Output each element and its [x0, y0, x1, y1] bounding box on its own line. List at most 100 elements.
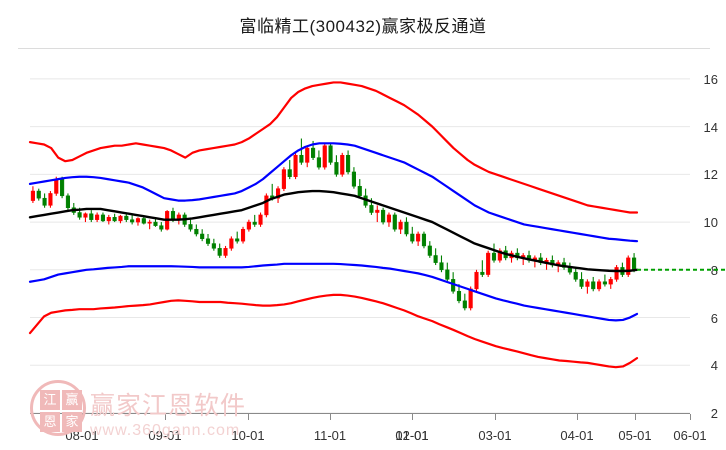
- candlestick: [404, 217, 409, 237]
- candle-body: [135, 218, 141, 223]
- band-inner_upper_band: [28, 142, 639, 243]
- candle-body: [381, 209, 386, 223]
- candle-body: [54, 178, 59, 194]
- candle-body: [614, 267, 619, 280]
- candlestick: [281, 167, 286, 192]
- candle-body: [65, 195, 70, 208]
- candle-body: [112, 217, 117, 222]
- x-axis-label: 01-01: [395, 428, 429, 443]
- candlestick: [229, 236, 234, 251]
- candlestick: [445, 262, 450, 282]
- candle-body: [585, 281, 590, 287]
- y-axis-label: 4: [710, 358, 718, 374]
- x-axis-label: 11-01: [313, 428, 347, 443]
- candle-body: [42, 197, 47, 206]
- candle-body: [626, 257, 631, 275]
- candlestick: [614, 265, 619, 282]
- candlestick: [135, 217, 141, 226]
- candle-body: [264, 195, 269, 216]
- candlestick: [36, 188, 41, 201]
- x-axis-tick: [412, 414, 413, 420]
- band-inner_lower_band: [28, 262, 639, 322]
- candlestick: [287, 160, 292, 180]
- candle-body: [579, 279, 584, 287]
- candle-body: [211, 243, 216, 249]
- candlestick: [60, 176, 65, 199]
- candle-body: [351, 171, 356, 187]
- candle-body: [293, 154, 298, 177]
- watermark-seal-char: 恩: [40, 412, 60, 432]
- x-axis-tick: [248, 414, 249, 420]
- candle-body: [89, 213, 94, 220]
- chart-title: 富临精工(300432)赢家极反通道: [239, 17, 487, 36]
- y-axis-label: 2: [710, 406, 718, 421]
- candlestick: [235, 231, 240, 244]
- x-axis-label: 05-01: [618, 428, 652, 443]
- plot-area: [28, 55, 726, 414]
- candle-body: [287, 169, 292, 177]
- candlestick: [597, 279, 602, 292]
- y-axis-label: 10: [703, 215, 718, 231]
- candle-body: [602, 281, 607, 285]
- candle-body: [357, 186, 362, 197]
- candlestick: [223, 245, 228, 258]
- candle-body: [36, 190, 41, 199]
- candlestick: [42, 193, 47, 208]
- candlestick: [130, 214, 135, 225]
- candlestick: [188, 219, 193, 232]
- candle-body: [404, 221, 409, 235]
- candlestick: [480, 260, 485, 277]
- candlestick: [561, 257, 567, 270]
- candle-body: [130, 219, 135, 223]
- candlestick: [340, 152, 345, 177]
- candle-body: [275, 188, 281, 199]
- x-axis-label: 06-01: [673, 428, 707, 443]
- candlestick: [106, 214, 111, 225]
- candlestick: [246, 219, 251, 232]
- x-axis-tick: [330, 414, 331, 420]
- candlestick: [100, 212, 106, 223]
- band-outer_lower_band: [28, 293, 639, 369]
- candlestick: [159, 222, 164, 232]
- candlestick: [258, 212, 263, 227]
- candlestick: [83, 212, 88, 223]
- candlestick: [474, 269, 479, 292]
- candle-body: [480, 271, 485, 275]
- candlestick: [153, 218, 158, 227]
- candlestick: [65, 193, 70, 211]
- candle-body: [416, 233, 421, 242]
- candle-body: [398, 221, 403, 230]
- candle-body: [159, 225, 164, 230]
- candlestick: [328, 143, 333, 165]
- candle-body: [60, 178, 65, 197]
- candlestick: [194, 224, 199, 237]
- candle-body: [188, 224, 193, 230]
- candle-body: [322, 145, 327, 168]
- candlestick: [112, 213, 117, 223]
- x-axis-label: 03-01: [478, 428, 512, 443]
- candle-body: [252, 221, 257, 225]
- candle-body: [462, 300, 467, 309]
- candlestick: [398, 219, 403, 234]
- candlestick: [410, 226, 415, 244]
- candlestick: [626, 255, 631, 277]
- candle-body: [486, 252, 491, 275]
- candle-body: [392, 214, 397, 230]
- candlestick: [439, 255, 444, 273]
- candlestick: [346, 150, 351, 175]
- candlestick: [30, 186, 35, 203]
- candle-body: [597, 281, 602, 290]
- candlestick: [252, 214, 257, 227]
- candle-body: [497, 250, 502, 261]
- candle-body: [229, 238, 234, 249]
- candle-body: [491, 252, 497, 261]
- x-axis-tick: [690, 414, 691, 420]
- candlestick: [602, 274, 607, 287]
- candle-body: [386, 214, 392, 223]
- candle-body: [608, 279, 613, 285]
- candlestick: [322, 143, 327, 170]
- candle-body: [217, 248, 222, 256]
- candle-body: [311, 147, 316, 158]
- candle-body: [375, 209, 380, 213]
